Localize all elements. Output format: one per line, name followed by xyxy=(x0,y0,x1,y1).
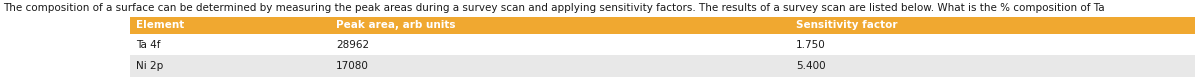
Text: Ta 4f: Ta 4f xyxy=(136,40,161,50)
Text: 1.750: 1.750 xyxy=(796,40,826,50)
Text: The composition of a surface can be determined by measuring the peak areas durin: The composition of a surface can be dete… xyxy=(2,3,1105,13)
Bar xyxy=(130,34,1195,55)
Text: 28962: 28962 xyxy=(336,40,370,50)
Bar xyxy=(130,55,1195,77)
Text: 5.400: 5.400 xyxy=(796,61,826,71)
Text: Peak area, arb units: Peak area, arb units xyxy=(336,20,456,30)
Text: Sensitivity factor: Sensitivity factor xyxy=(796,20,898,30)
Text: 17080: 17080 xyxy=(336,61,368,71)
Text: Ni 2p: Ni 2p xyxy=(136,61,163,71)
Text: Element: Element xyxy=(136,20,185,30)
Bar xyxy=(130,17,1195,34)
